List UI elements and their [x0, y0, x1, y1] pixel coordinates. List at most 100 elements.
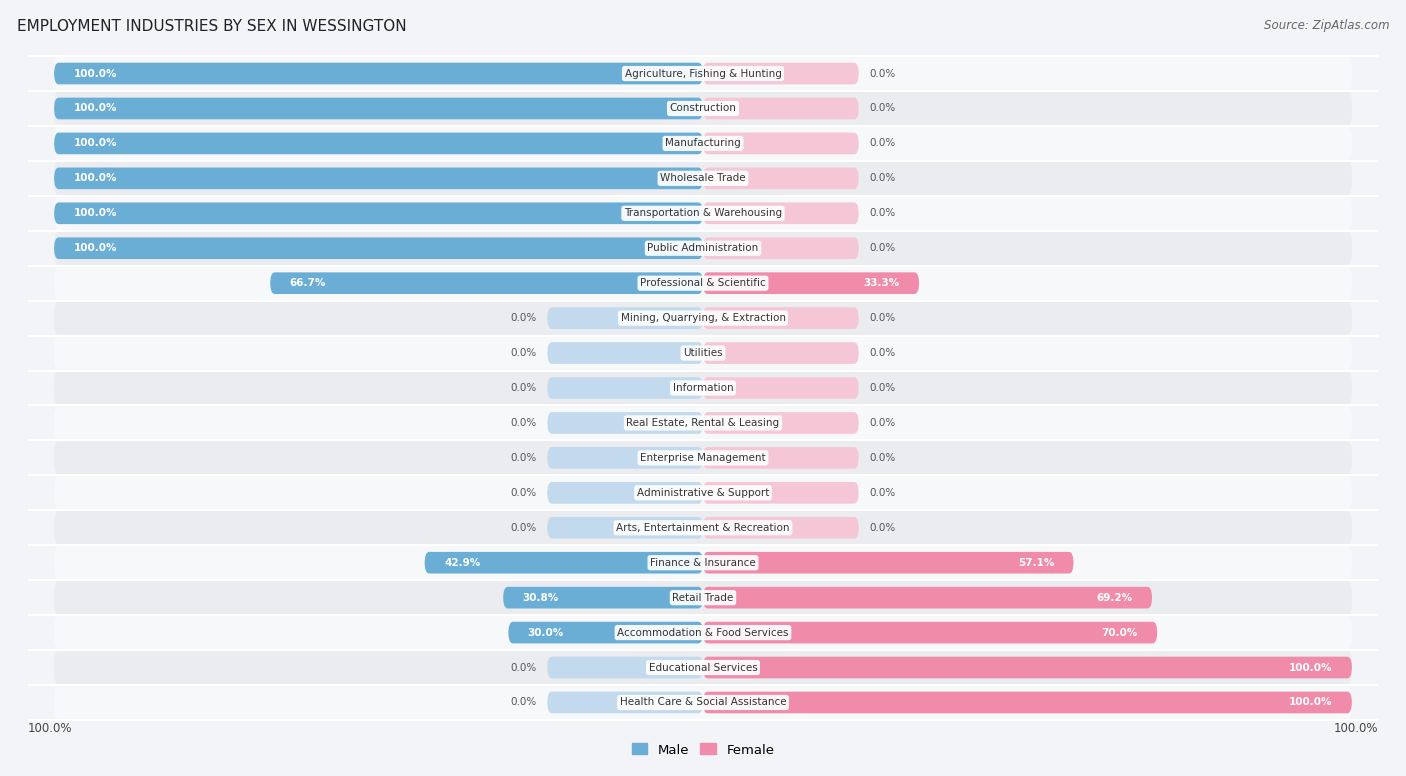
Text: 66.7%: 66.7%	[290, 278, 326, 288]
Text: Finance & Insurance: Finance & Insurance	[650, 558, 756, 568]
Text: Public Administration: Public Administration	[647, 243, 759, 253]
Text: 0.0%: 0.0%	[510, 698, 537, 708]
Text: Enterprise Management: Enterprise Management	[640, 453, 766, 462]
Text: 30.8%: 30.8%	[523, 593, 558, 603]
FancyBboxPatch shape	[509, 622, 703, 643]
FancyBboxPatch shape	[703, 587, 1152, 608]
Text: 0.0%: 0.0%	[510, 453, 537, 462]
Text: 30.0%: 30.0%	[527, 628, 564, 638]
FancyBboxPatch shape	[53, 685, 1353, 719]
Text: 0.0%: 0.0%	[869, 138, 896, 148]
FancyBboxPatch shape	[547, 307, 703, 329]
FancyBboxPatch shape	[53, 406, 1353, 440]
Text: Transportation & Warehousing: Transportation & Warehousing	[624, 208, 782, 218]
FancyBboxPatch shape	[703, 98, 859, 120]
Text: 33.3%: 33.3%	[863, 278, 900, 288]
Text: 42.9%: 42.9%	[444, 558, 481, 568]
Text: 0.0%: 0.0%	[510, 663, 537, 673]
Text: 100.0%: 100.0%	[1333, 722, 1378, 735]
FancyBboxPatch shape	[703, 622, 1157, 643]
Text: Real Estate, Rental & Leasing: Real Estate, Rental & Leasing	[627, 418, 779, 428]
Text: Arts, Entertainment & Recreation: Arts, Entertainment & Recreation	[616, 523, 790, 533]
FancyBboxPatch shape	[703, 656, 1353, 678]
Text: Accommodation & Food Services: Accommodation & Food Services	[617, 628, 789, 638]
FancyBboxPatch shape	[547, 447, 703, 469]
Text: 0.0%: 0.0%	[869, 418, 896, 428]
Text: 100.0%: 100.0%	[73, 208, 117, 218]
FancyBboxPatch shape	[703, 237, 859, 259]
Text: 0.0%: 0.0%	[510, 418, 537, 428]
Text: Source: ZipAtlas.com: Source: ZipAtlas.com	[1264, 19, 1389, 33]
FancyBboxPatch shape	[53, 133, 703, 154]
FancyBboxPatch shape	[703, 168, 859, 189]
Text: 0.0%: 0.0%	[869, 243, 896, 253]
FancyBboxPatch shape	[547, 656, 703, 678]
Text: 0.0%: 0.0%	[869, 173, 896, 183]
FancyBboxPatch shape	[703, 482, 859, 504]
Text: 100.0%: 100.0%	[1289, 663, 1333, 673]
FancyBboxPatch shape	[53, 92, 1353, 126]
FancyBboxPatch shape	[703, 517, 859, 539]
FancyBboxPatch shape	[53, 546, 1353, 580]
Text: 100.0%: 100.0%	[73, 243, 117, 253]
Legend: Male, Female: Male, Female	[626, 738, 780, 762]
Text: Information: Information	[672, 383, 734, 393]
FancyBboxPatch shape	[53, 63, 703, 85]
FancyBboxPatch shape	[703, 342, 859, 364]
FancyBboxPatch shape	[53, 196, 1353, 230]
Text: 57.1%: 57.1%	[1018, 558, 1054, 568]
FancyBboxPatch shape	[703, 552, 1074, 573]
Text: Wholesale Trade: Wholesale Trade	[661, 173, 745, 183]
Text: 0.0%: 0.0%	[510, 314, 537, 323]
FancyBboxPatch shape	[53, 126, 1353, 161]
FancyBboxPatch shape	[547, 517, 703, 539]
FancyBboxPatch shape	[547, 691, 703, 713]
Text: 0.0%: 0.0%	[869, 208, 896, 218]
FancyBboxPatch shape	[703, 447, 859, 469]
FancyBboxPatch shape	[53, 266, 1353, 300]
FancyBboxPatch shape	[53, 231, 1353, 265]
Text: Educational Services: Educational Services	[648, 663, 758, 673]
Text: 0.0%: 0.0%	[869, 488, 896, 498]
Text: 0.0%: 0.0%	[869, 453, 896, 462]
FancyBboxPatch shape	[53, 98, 703, 120]
Text: 0.0%: 0.0%	[869, 383, 896, 393]
Text: 0.0%: 0.0%	[869, 103, 896, 113]
FancyBboxPatch shape	[53, 511, 1353, 545]
FancyBboxPatch shape	[703, 203, 859, 224]
FancyBboxPatch shape	[703, 133, 859, 154]
FancyBboxPatch shape	[703, 63, 859, 85]
FancyBboxPatch shape	[53, 441, 1353, 475]
FancyBboxPatch shape	[547, 342, 703, 364]
Text: 0.0%: 0.0%	[869, 523, 896, 533]
Text: Agriculture, Fishing & Hunting: Agriculture, Fishing & Hunting	[624, 68, 782, 78]
Text: 0.0%: 0.0%	[869, 314, 896, 323]
FancyBboxPatch shape	[503, 587, 703, 608]
FancyBboxPatch shape	[53, 57, 1353, 91]
Text: Utilities: Utilities	[683, 348, 723, 358]
Text: 100.0%: 100.0%	[28, 722, 73, 735]
FancyBboxPatch shape	[53, 203, 703, 224]
FancyBboxPatch shape	[53, 615, 1353, 650]
Text: EMPLOYMENT INDUSTRIES BY SEX IN WESSINGTON: EMPLOYMENT INDUSTRIES BY SEX IN WESSINGT…	[17, 19, 406, 34]
Text: 100.0%: 100.0%	[73, 103, 117, 113]
Text: 69.2%: 69.2%	[1097, 593, 1133, 603]
FancyBboxPatch shape	[53, 168, 703, 189]
Text: 100.0%: 100.0%	[73, 68, 117, 78]
Text: Retail Trade: Retail Trade	[672, 593, 734, 603]
FancyBboxPatch shape	[703, 272, 920, 294]
Text: 100.0%: 100.0%	[73, 138, 117, 148]
FancyBboxPatch shape	[703, 307, 859, 329]
Text: Administrative & Support: Administrative & Support	[637, 488, 769, 498]
FancyBboxPatch shape	[703, 377, 859, 399]
FancyBboxPatch shape	[703, 691, 1353, 713]
Text: 0.0%: 0.0%	[510, 383, 537, 393]
FancyBboxPatch shape	[547, 377, 703, 399]
Text: Mining, Quarrying, & Extraction: Mining, Quarrying, & Extraction	[620, 314, 786, 323]
FancyBboxPatch shape	[53, 161, 1353, 196]
FancyBboxPatch shape	[53, 301, 1353, 335]
Text: 0.0%: 0.0%	[869, 348, 896, 358]
FancyBboxPatch shape	[270, 272, 703, 294]
Text: 0.0%: 0.0%	[510, 348, 537, 358]
FancyBboxPatch shape	[425, 552, 703, 573]
